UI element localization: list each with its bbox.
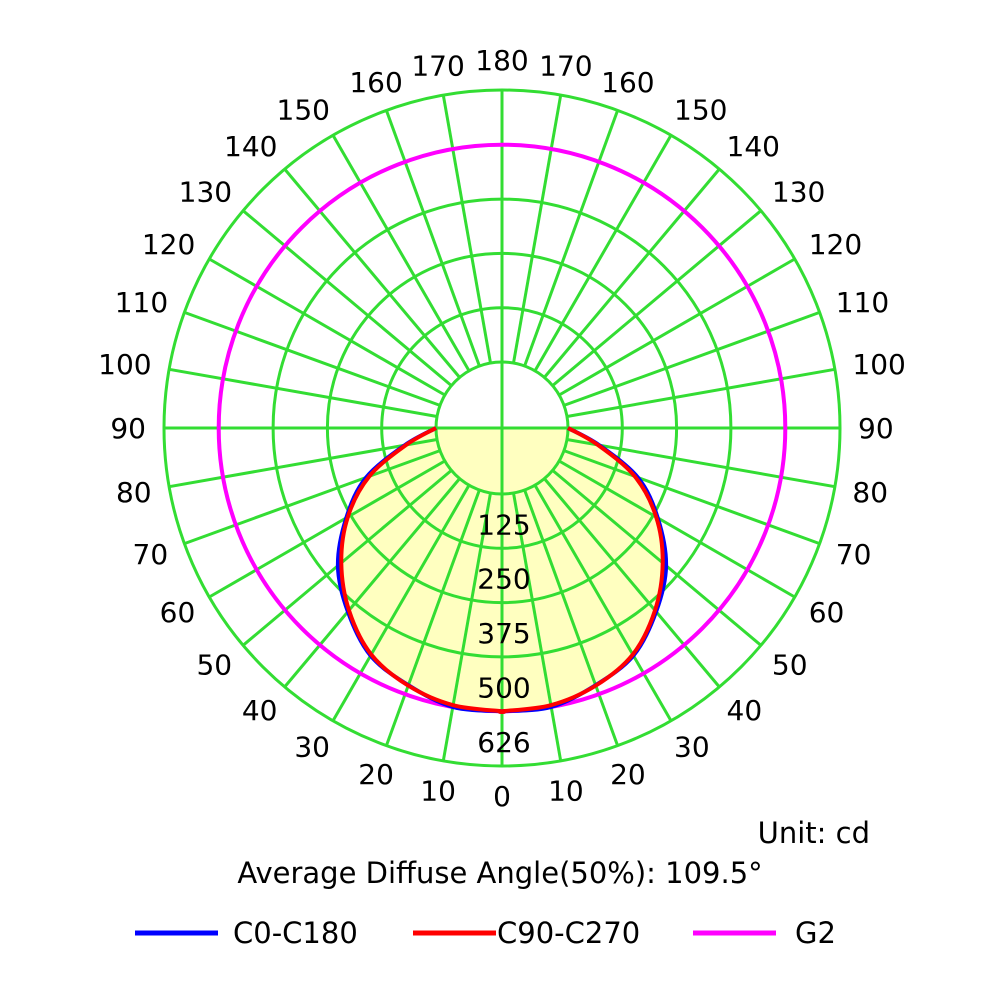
grid-spoke-10-right [512,492,563,762]
grid-spoke-10-left [441,492,492,762]
grid-spoke-100-left [168,367,438,418]
grid-spoke-130-left [242,209,453,387]
angle-label-160-left: 160 [349,66,402,99]
angle-label-120-right: 120 [809,228,862,261]
angle-label-40-right: 40 [727,694,763,727]
legend: C0-C180 C90-C270 G2 [135,916,836,950]
angle-label-10-right: 10 [548,774,584,807]
angle-label-130-right: 130 [772,176,825,209]
angle-label-170-right: 170 [539,50,592,83]
grid-spoke-150-left [331,134,471,372]
legend-label-c90-c270: C90-C270 [497,916,640,950]
angle-label-100-left: 100 [98,348,151,381]
grid-spoke-160-right [523,109,620,367]
angle-label-40-left: 40 [242,694,278,727]
grid-spoke-150-right [533,134,673,372]
grid-spoke-20-right [523,489,620,747]
angle-label-120-left: 120 [142,228,195,261]
angle-label-170-left: 170 [411,50,464,83]
grid-spoke-110-right [563,310,821,407]
grid-spoke-80-left [168,438,438,489]
diffuse-angle-label: Average Diffuse Angle(50%): 109.5° [237,856,762,890]
angle-label-20-right: 20 [610,758,646,791]
radial-label-626: 626 [477,726,530,759]
grid-spoke-50-right [551,469,762,647]
angle-label-140-right: 140 [727,130,780,163]
legend-label-g2: G2 [795,916,836,950]
angle-label-110-right: 110 [836,286,889,319]
angle-label-130-left: 130 [179,176,232,209]
angle-label-180-left: 180 [475,44,528,77]
angle-label-60-left: 60 [160,596,196,629]
series-curve-c90-c270 [339,426,665,715]
grid-spoke-100-right [566,367,836,418]
angle-label-10-left: 10 [420,774,456,807]
grid-spoke-120-right [558,257,796,397]
angle-label-70-left: 70 [133,538,169,571]
radial-label-250: 250 [477,563,530,596]
grid-spoke-60-right [558,459,796,599]
angle-labels: 0102030405060708090100110120130140150160… [98,44,906,813]
angle-label-60-right: 60 [809,596,845,629]
radial-label-125: 125 [477,508,530,541]
angle-label-80-right: 80 [852,476,888,509]
angle-label-30-right: 30 [674,731,710,764]
grid-spoke-120-left [208,257,446,397]
grid-spoke-70-left [183,449,441,546]
angle-label-90-left: 90 [110,412,146,445]
grid-spoke-130-right [551,209,762,387]
unit-label: Unit: cd [758,816,870,850]
angle-label-30-left: 30 [294,731,330,764]
grid-spoke-80-right [566,438,836,489]
legend-label-c0-c180: C0-C180 [233,916,358,950]
angle-label-90-right: 90 [858,412,894,445]
grid-spoke-140-right [543,168,721,379]
radial-label-375: 375 [477,617,530,650]
angle-label-110-left: 110 [115,286,168,319]
angle-label-70-right: 70 [836,538,872,571]
grid-spoke-40-right [543,477,721,688]
series-curves [216,142,788,715]
radial-label-500: 500 [477,671,530,704]
grid-spoke-30-right [533,484,673,722]
grid-spoke-170-left [441,94,492,364]
radial-labels: 125 250 375 500 626 [477,508,530,759]
grid-spoke-70-right [563,449,821,546]
angle-label-100-right: 100 [852,348,905,381]
angle-label-80-left: 80 [116,476,152,509]
angle-label-140-left: 140 [224,130,277,163]
angle-label-0-left: 0 [493,780,511,813]
angle-label-150-right: 150 [674,93,727,126]
grid-spoke-140-left [283,168,461,379]
grid-spoke-110-left [183,310,441,407]
grid-spoke-170-right [512,94,563,364]
polar-grid [162,88,842,768]
angle-label-20-left: 20 [358,758,394,791]
angle-label-50-left: 50 [196,649,232,682]
grid-spoke-40-left [283,477,461,688]
angle-label-160-right: 160 [601,66,654,99]
grid-spoke-160-left [384,109,481,367]
grid-spoke-50-left [242,469,453,647]
angle-label-150-left: 150 [277,93,330,126]
grid-spoke-60-left [208,459,446,599]
grid-spoke-30-left [331,484,471,722]
angle-label-50-right: 50 [772,649,808,682]
grid-spoke-20-left [384,489,481,747]
